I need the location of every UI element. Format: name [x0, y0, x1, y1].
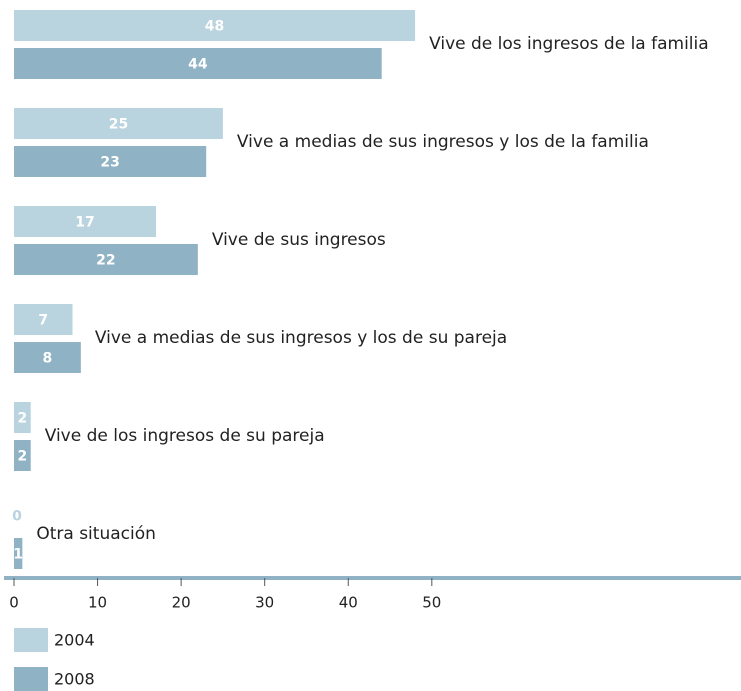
category-label: Vive de los ingresos de su pareja [45, 426, 325, 446]
legend-swatch [14, 628, 48, 652]
data-label: 48 [205, 19, 224, 35]
x-tick-label: 0 [9, 594, 19, 612]
bar [14, 402, 31, 433]
category-label: Vive de los ingresos de la familia [429, 34, 709, 54]
bar [14, 48, 382, 79]
data-label: 23 [100, 155, 119, 171]
bar [14, 538, 23, 569]
legend-swatch [14, 667, 48, 691]
legend-label: 2008 [54, 670, 95, 689]
x-tick-label: 50 [422, 594, 441, 612]
bar [14, 146, 207, 177]
data-label: 7 [38, 313, 48, 329]
data-label: 0 [12, 509, 22, 525]
data-label: 8 [43, 351, 53, 367]
category-label: Vive a medias de sus ingresos y los de l… [237, 132, 649, 152]
bar [14, 244, 198, 275]
bar [14, 206, 157, 237]
data-label: 22 [96, 253, 115, 269]
data-label: 17 [75, 215, 94, 231]
legend-label: 2004 [54, 631, 95, 650]
x-tick-label: 10 [88, 594, 107, 612]
bar [14, 10, 416, 41]
data-label: 2 [17, 449, 27, 465]
bar [14, 342, 81, 373]
data-label: 44 [188, 57, 208, 73]
data-label: 2 [17, 411, 27, 427]
bar [14, 440, 31, 471]
data-label: 1 [13, 547, 23, 563]
bar [14, 108, 223, 139]
category-label: Vive a medias de sus ingresos y los de s… [95, 328, 507, 348]
bar [14, 304, 73, 335]
x-tick-label: 40 [339, 594, 358, 612]
category-label: Vive de sus ingresos [212, 230, 386, 250]
x-tick-label: 20 [172, 594, 191, 612]
category-label: Otra situación [36, 524, 156, 544]
x-tick-label: 30 [255, 594, 274, 612]
data-label: 25 [109, 117, 128, 133]
